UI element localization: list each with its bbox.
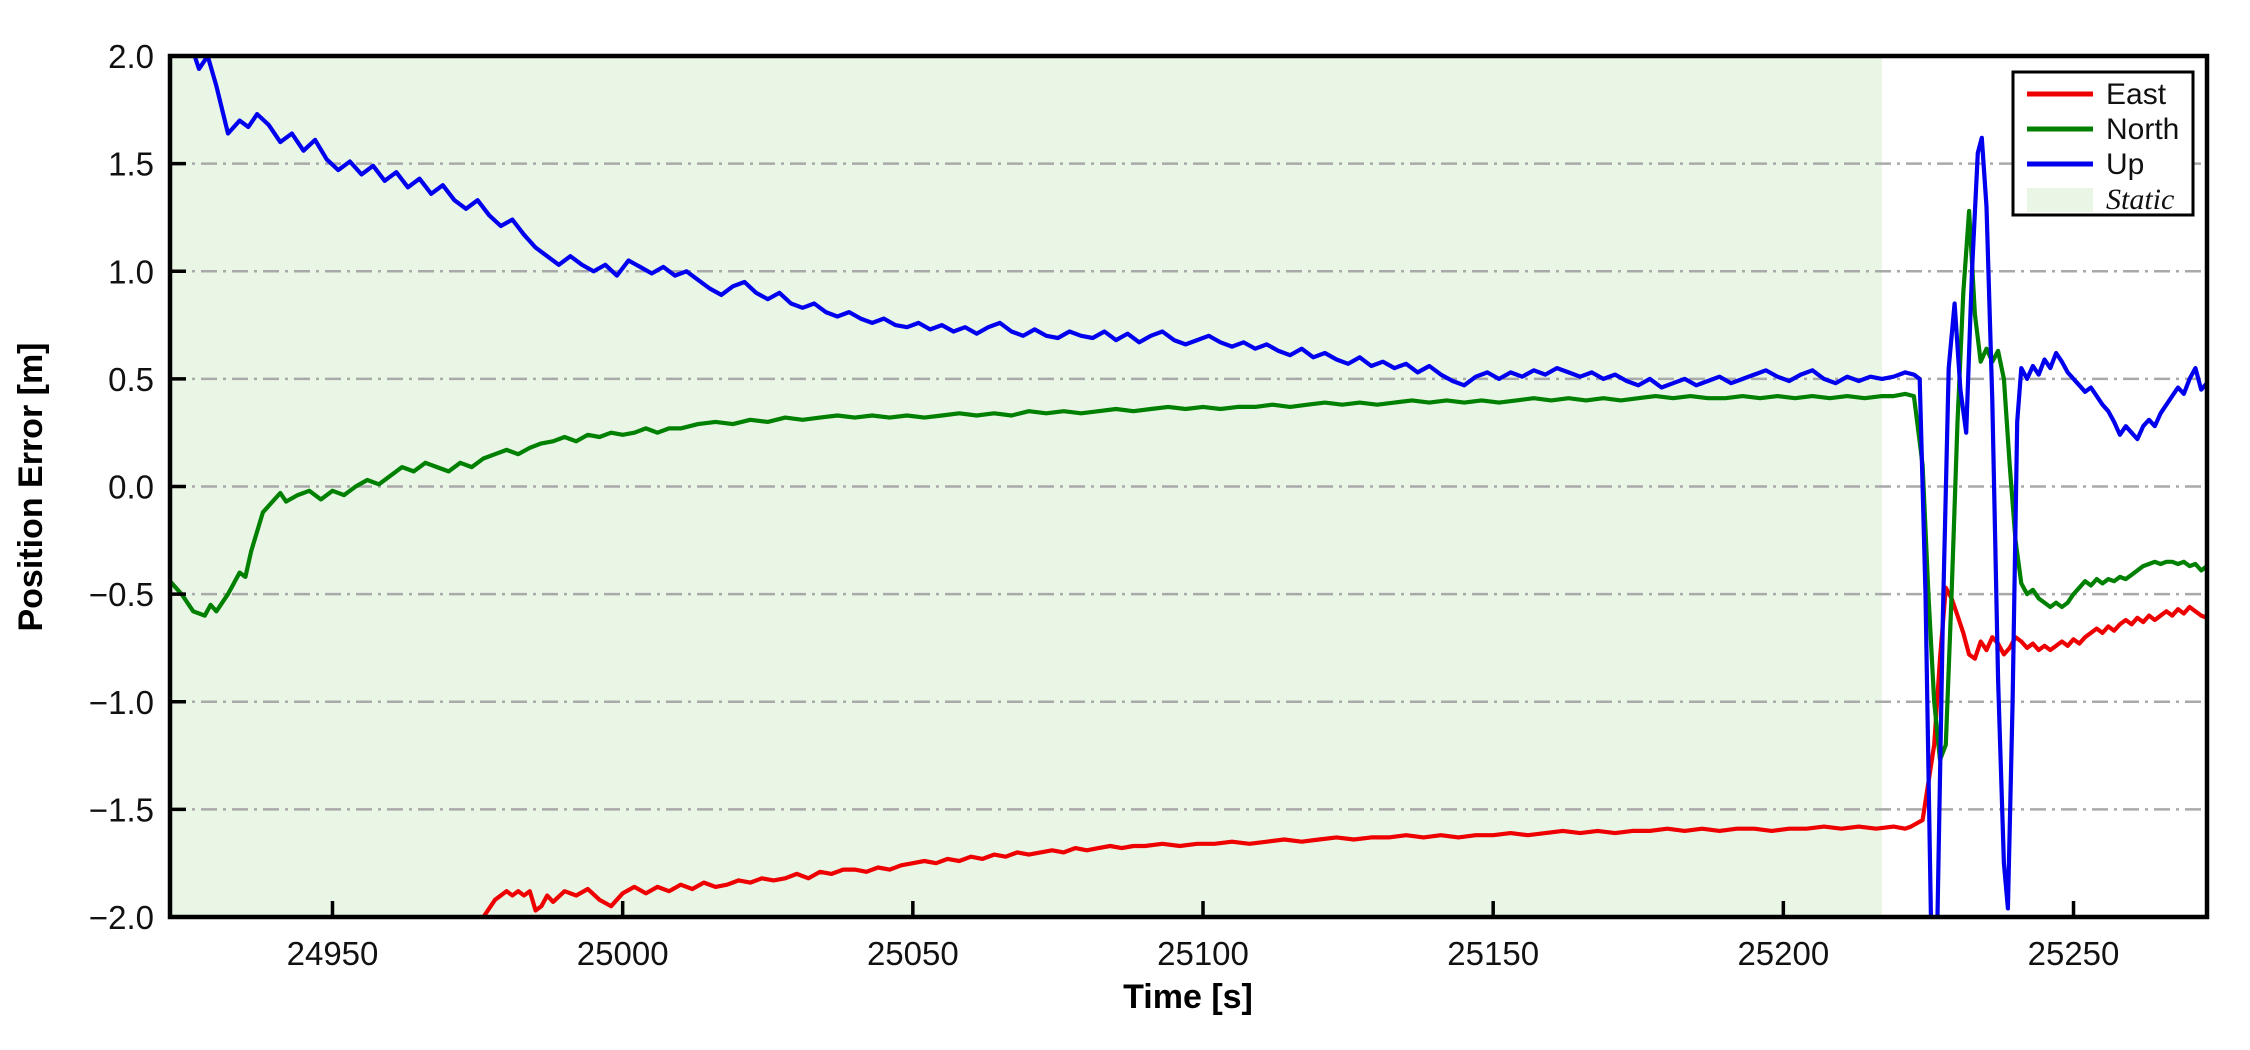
tick-labels-layer: 24950 25000 25050 25100 25150 25200 25250 2.0 1.… [89, 38, 2120, 972]
legend-swatch-static [2027, 188, 2093, 212]
y-tick-label: 0.0 [108, 469, 154, 506]
y-tick-label: −2.0 [89, 899, 154, 936]
series-layer [170, 56, 2207, 917]
legend-label-east: East [2106, 78, 2167, 111]
x-tick-label: 25250 [2028, 935, 2120, 972]
x-tick-label: 25050 [867, 935, 959, 972]
y-tick-label: −0.5 [89, 576, 154, 613]
x-tick-label: 25100 [1157, 935, 1249, 972]
y-tick-label: 2.0 [108, 38, 154, 75]
legend-label-static: Static [2106, 183, 2174, 216]
series-up-line [192, 56, 2207, 917]
y-tick-label: 0.5 [108, 361, 154, 398]
legend-label-north: North [2106, 113, 2179, 146]
y-tick-label: −1.0 [89, 684, 154, 721]
series-north-line [170, 208, 2207, 763]
x-tick-label: 25000 [577, 935, 669, 972]
x-tick-label: 24950 [287, 935, 379, 972]
y-tick-label: −1.5 [89, 791, 154, 828]
tick-marks-layer [170, 54, 2076, 919]
y-tick-label: 1.0 [108, 253, 154, 290]
x-tick-label: 25200 [1737, 935, 1829, 972]
series-east-line [481, 585, 2207, 917]
x-tick-label: 25150 [1447, 935, 1539, 972]
legend-label-up: Up [2106, 148, 2144, 181]
y-axis-label: Position Error [m] [12, 342, 50, 631]
y-tick-label: 1.5 [108, 146, 154, 183]
x-axis-label: Time [s] [1123, 978, 1253, 1016]
